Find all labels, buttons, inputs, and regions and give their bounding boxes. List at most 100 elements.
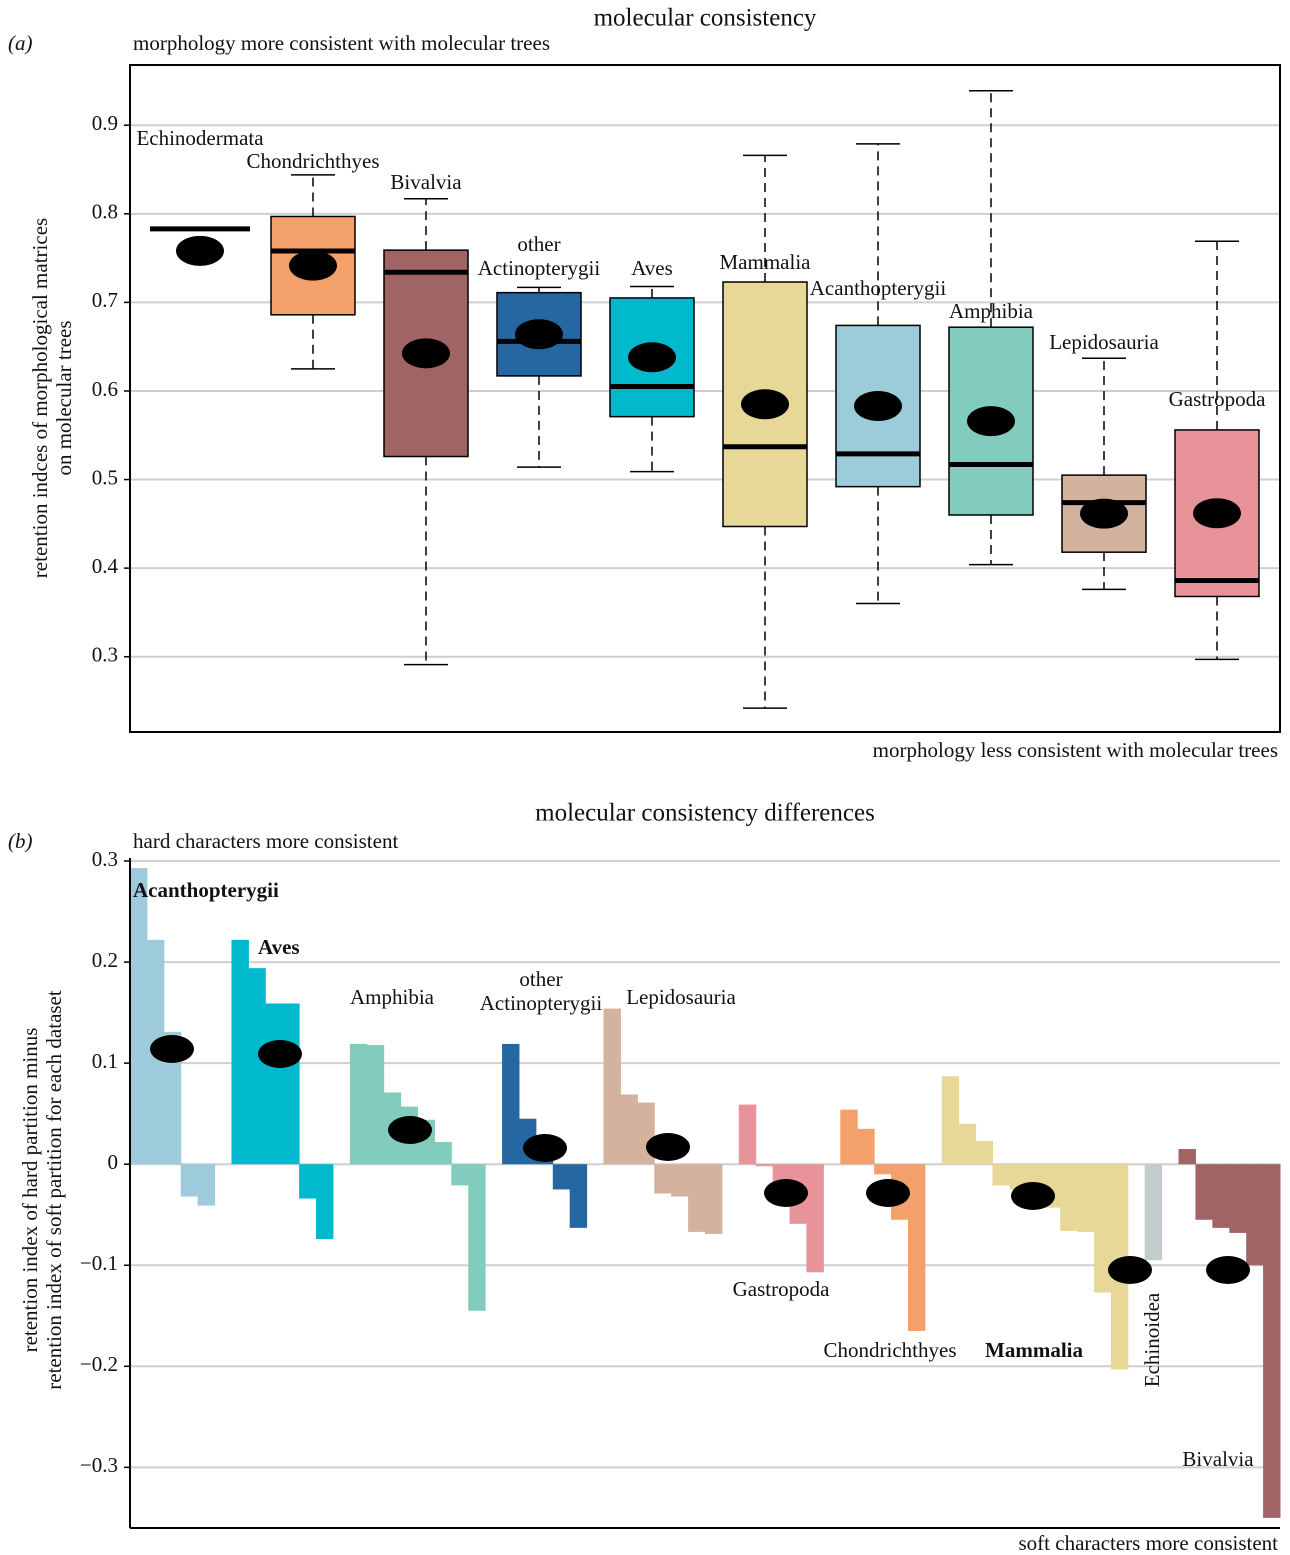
- group-label: Chondrichthyes: [823, 1338, 957, 1362]
- silhouette: [402, 338, 450, 369]
- bar: [231, 939, 249, 1165]
- y-tick-label: 0.6: [92, 377, 118, 401]
- bar: [569, 1164, 588, 1228]
- silhouette: [866, 1179, 910, 1207]
- bar: [1263, 1164, 1281, 1518]
- bar: [1093, 1164, 1112, 1293]
- annotation: hard characters more consistent: [133, 829, 398, 853]
- group-label: Bivalvia: [1182, 1447, 1254, 1471]
- silhouette: [523, 1134, 567, 1162]
- y-tick-label: −0.2: [80, 1352, 118, 1376]
- bar: [958, 1123, 977, 1165]
- bar: [975, 1140, 993, 1165]
- annotation: morphology less consistent with molecula…: [873, 738, 1278, 762]
- y-tick-label: 0: [108, 1150, 119, 1174]
- silhouette: [967, 406, 1015, 437]
- bar: [299, 1164, 317, 1199]
- box-label: Gastropoda: [1168, 387, 1266, 411]
- silhouette: [741, 389, 789, 420]
- bar: [366, 1044, 385, 1165]
- y-axis-label: retention indces of morphological matric…: [28, 217, 76, 579]
- bar: [1009, 1164, 1027, 1190]
- box: [948, 326, 1034, 516]
- y-tick-label: −0.3: [80, 1453, 118, 1477]
- y-tick-label: 0.5: [92, 465, 118, 489]
- bar: [180, 1164, 199, 1197]
- bar: [907, 1164, 926, 1331]
- silhouette: [515, 319, 563, 350]
- y-tick-label: 0.1: [92, 1049, 118, 1073]
- y-tick-label: 0.3: [92, 847, 118, 871]
- silhouette: [1108, 1256, 1152, 1284]
- silhouette: [176, 235, 224, 266]
- bar: [1195, 1164, 1213, 1220]
- annotation: morphology more consistent with molecula…: [133, 31, 550, 55]
- y-tick-label: 0.9: [92, 111, 118, 135]
- group-label: Lepidosauria: [626, 985, 736, 1009]
- box-label: Lepidosauria: [1049, 330, 1159, 354]
- bar: [349, 1043, 368, 1165]
- bar: [265, 1003, 283, 1165]
- plot-frame: [129, 64, 1281, 733]
- bar: [1246, 1164, 1264, 1266]
- silhouette: [150, 1035, 194, 1063]
- y-tick-label: 0.3: [92, 643, 118, 667]
- chart-title: molecular consistency differences: [535, 800, 875, 827]
- bar: [502, 1043, 520, 1165]
- bar: [941, 1076, 960, 1165]
- group-label: Acanthopterygii: [133, 878, 279, 902]
- silhouette: [1011, 1182, 1055, 1210]
- bar: [603, 1008, 621, 1165]
- bar: [451, 1164, 469, 1186]
- bar: [992, 1164, 1010, 1186]
- y-tick-label: 0.4: [92, 554, 119, 578]
- group-label: Mammalia: [985, 1338, 1083, 1362]
- bar: [316, 1164, 334, 1239]
- bar: [738, 1104, 757, 1165]
- bar: [671, 1164, 689, 1197]
- silhouette: [289, 250, 337, 281]
- silhouette: [1193, 498, 1241, 529]
- silhouette: [646, 1133, 690, 1161]
- bar: [130, 868, 148, 1165]
- group-label: Aves: [258, 935, 300, 959]
- bar: [620, 1094, 638, 1165]
- silhouette: [388, 1116, 432, 1144]
- bar: [1144, 1164, 1163, 1261]
- bar: [874, 1164, 892, 1175]
- group-label: Amphibia: [350, 985, 434, 1009]
- bar: [857, 1128, 875, 1165]
- y-axis-label: retention index of hard partition minus …: [18, 990, 66, 1390]
- silhouette: [854, 391, 902, 422]
- bar: [434, 1141, 452, 1165]
- bar: [1077, 1164, 1095, 1232]
- bar: [1060, 1164, 1078, 1231]
- bar: [1229, 1164, 1247, 1233]
- bar: [552, 1164, 571, 1190]
- bar: [1178, 1149, 1196, 1165]
- bar: [654, 1164, 672, 1194]
- group-label: Gastropoda: [732, 1277, 830, 1301]
- annotation: soft characters more consistent: [1019, 1531, 1279, 1555]
- bar: [840, 1109, 858, 1165]
- box-label: Echinodermata: [136, 126, 264, 150]
- box-label: Bivalvia: [390, 170, 462, 194]
- silhouette: [764, 1179, 808, 1207]
- bar: [1212, 1164, 1230, 1228]
- bar: [248, 968, 266, 1165]
- bar: [197, 1164, 216, 1206]
- silhouette: [1206, 1256, 1250, 1284]
- box-label: Acanthopterygii: [809, 276, 947, 300]
- y-tick-label: 0.7: [92, 288, 118, 312]
- box-label: Amphibia: [949, 299, 1033, 323]
- box-label: other Actinopterygii: [477, 232, 601, 280]
- box-label: Mammalia: [719, 250, 811, 274]
- panel-label: (b): [8, 829, 33, 853]
- panel-label: (a): [8, 31, 33, 55]
- group-label: other Actinopterygii: [479, 967, 603, 1015]
- chart-title: molecular consistency: [594, 5, 817, 32]
- silhouette: [1080, 498, 1128, 529]
- bar: [163, 1031, 182, 1165]
